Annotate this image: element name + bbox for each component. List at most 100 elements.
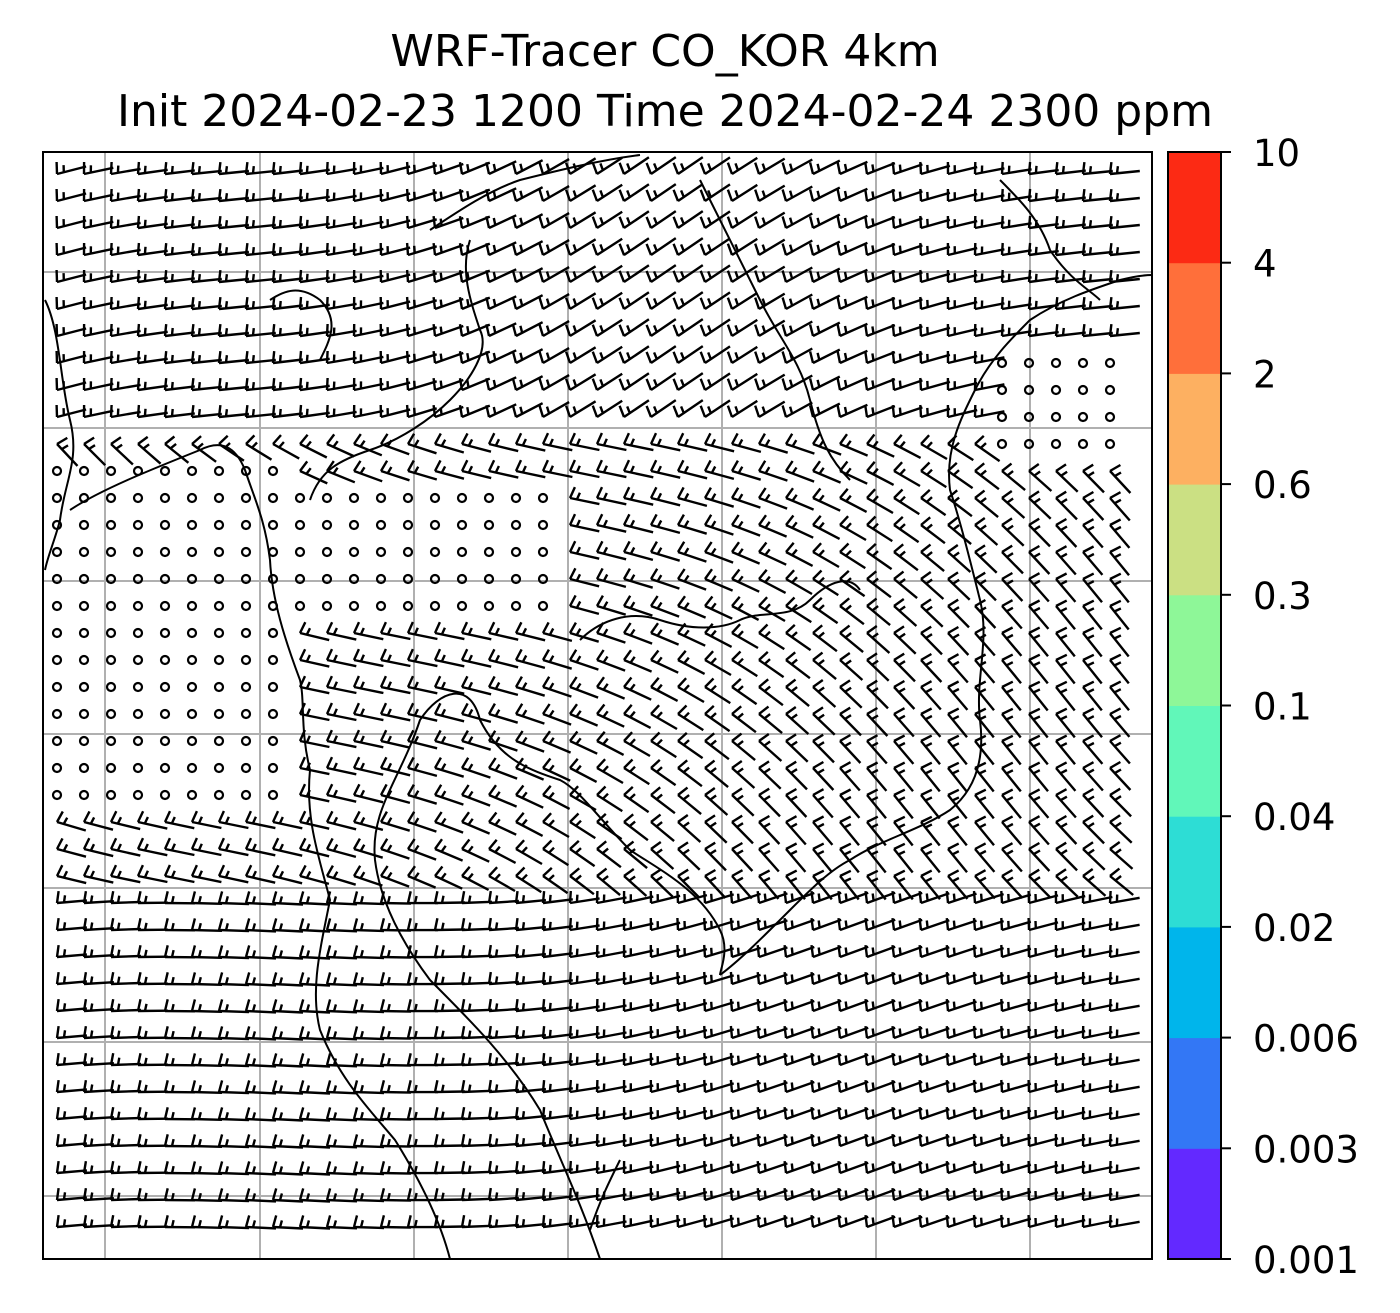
wind-barb xyxy=(918,1133,950,1148)
wind-barb xyxy=(1054,971,1086,986)
wind-barb xyxy=(920,761,941,793)
colorbar-tick-label: 0.1 xyxy=(1253,686,1312,729)
wind-barb xyxy=(487,944,519,959)
wind-barb xyxy=(352,891,385,906)
wind-barb xyxy=(974,435,1001,463)
wind-barb xyxy=(433,729,465,751)
calm-wind-marker xyxy=(105,492,117,504)
wind-barb xyxy=(649,971,681,986)
wind-barb xyxy=(758,842,780,873)
wind-barb xyxy=(972,1187,1004,1202)
wind-barb xyxy=(726,183,758,203)
wind-barb xyxy=(1109,707,1131,738)
wind-barb xyxy=(109,971,142,986)
wind-barb xyxy=(973,269,1005,284)
wind-barb xyxy=(325,1134,358,1149)
wind-barb xyxy=(217,404,250,419)
wind-barb xyxy=(244,1161,277,1176)
wind-barb xyxy=(406,621,438,641)
wind-barb xyxy=(109,1079,142,1094)
wind-barb xyxy=(405,404,438,419)
wind-barb xyxy=(514,1052,547,1067)
wind-barb xyxy=(672,183,704,202)
wind-barb xyxy=(1028,626,1049,657)
wind-barb xyxy=(676,971,708,986)
wind-barb xyxy=(109,1025,142,1040)
wind-barb xyxy=(1027,296,1059,311)
wind-barb xyxy=(55,944,88,959)
wind-barb xyxy=(352,702,384,722)
wind-barb xyxy=(514,1079,547,1094)
calm-wind-marker xyxy=(213,627,225,639)
wind-barb xyxy=(433,998,466,1013)
wind-barb xyxy=(891,971,923,986)
wind-barb xyxy=(298,945,331,960)
wind-barb xyxy=(812,542,840,569)
wind-barb xyxy=(1055,841,1078,872)
wind-barb xyxy=(756,944,788,959)
wind-barb xyxy=(217,945,250,960)
wind-barb xyxy=(352,323,384,338)
wind-barb xyxy=(622,540,654,562)
wind-barb xyxy=(595,971,627,986)
wind-barb xyxy=(677,786,702,816)
wind-barb xyxy=(810,890,842,905)
wind-barb xyxy=(217,1026,250,1041)
calm-wind-marker xyxy=(78,519,90,531)
wind-barb xyxy=(920,652,943,683)
wind-barb xyxy=(325,161,357,176)
wind-barb xyxy=(541,432,573,452)
calm-wind-marker xyxy=(159,573,171,585)
wind-barb xyxy=(298,810,330,830)
wind-barb xyxy=(836,295,868,311)
calm-wind-marker xyxy=(456,600,468,612)
wind-barb xyxy=(460,459,492,480)
wind-barb xyxy=(217,810,249,830)
wind-barb xyxy=(785,569,813,596)
wind-barb xyxy=(432,404,464,419)
wind-barb xyxy=(379,729,411,749)
wind-barb xyxy=(676,1187,708,1202)
wind-barb xyxy=(568,513,600,533)
wind-barb xyxy=(541,971,573,986)
wind-barb xyxy=(163,1080,196,1094)
calm-wind-marker xyxy=(321,600,333,612)
calm-wind-marker xyxy=(51,573,63,585)
wind-barb xyxy=(568,944,600,959)
wind-barb xyxy=(1081,242,1113,257)
wind-barb xyxy=(514,703,545,725)
wind-barb xyxy=(164,435,190,464)
wind-barb xyxy=(538,320,570,338)
wind-barb xyxy=(595,1187,627,1202)
wind-barb xyxy=(812,624,838,653)
wind-barb xyxy=(461,811,491,835)
wind-barb xyxy=(433,1052,466,1067)
wind-barb xyxy=(672,345,704,364)
calm-wind-marker xyxy=(51,789,63,801)
wind-barb xyxy=(945,1133,977,1148)
wind-barb xyxy=(55,1160,88,1175)
wind-barb xyxy=(649,541,681,562)
wind-barb xyxy=(406,729,438,750)
wind-barb xyxy=(461,838,490,863)
wind-barb xyxy=(974,761,995,793)
wind-barb xyxy=(136,1053,169,1067)
wind-barb xyxy=(703,1160,735,1175)
wind-barb xyxy=(352,621,384,641)
wind-barb xyxy=(458,161,491,176)
wind-barb xyxy=(731,623,759,650)
wind-barb xyxy=(891,404,923,419)
wind-barb xyxy=(190,1026,223,1040)
wind-barb xyxy=(515,757,545,781)
wind-barb xyxy=(808,213,841,230)
wind-barb xyxy=(1027,1052,1059,1067)
wind-barb xyxy=(217,350,250,365)
wind-barb xyxy=(893,461,921,488)
wind-barb xyxy=(864,1079,896,1094)
wind-barb xyxy=(596,840,622,869)
wind-barb xyxy=(1055,814,1078,845)
wind-barb xyxy=(1028,707,1049,739)
wind-barb xyxy=(645,183,677,202)
calm-wind-marker xyxy=(132,681,144,693)
wind-barb xyxy=(541,1160,573,1175)
